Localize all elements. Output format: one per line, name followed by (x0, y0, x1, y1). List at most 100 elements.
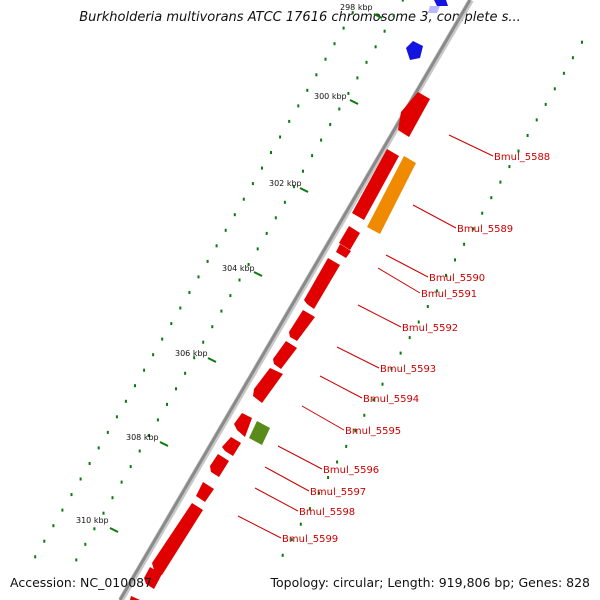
gene-arrow[interactable] (130, 596, 140, 600)
topology-stats-text: Topology: circular; Length: 919,806 bp; … (270, 575, 591, 590)
gc-dot (188, 291, 191, 294)
highlight-gene-green[interactable] (249, 421, 270, 445)
gene-arrow[interactable] (144, 567, 162, 589)
gene-arrow[interactable] (352, 149, 399, 220)
gene-arrow[interactable] (210, 454, 229, 477)
gc-dot (399, 351, 402, 355)
gene-label-bmul-5591[interactable]: Bmul_5591 (421, 289, 477, 300)
gc-dot (381, 382, 384, 386)
gc-dot (354, 429, 357, 433)
gc-dot (211, 325, 214, 329)
gene-arrow[interactable] (273, 341, 297, 369)
gc-dot (508, 165, 511, 169)
gene-arrow[interactable] (253, 368, 283, 403)
gene-label-bmul-5589[interactable]: Bmul_5589 (457, 224, 513, 235)
gc-dot (463, 242, 466, 246)
gc-dot (256, 247, 259, 251)
gene-label-bmul-5590[interactable]: Bmul_5590 (429, 273, 485, 284)
gc-dot (270, 151, 272, 154)
gc-dot (274, 216, 277, 220)
gc-dot (363, 413, 366, 417)
gc-dot (426, 305, 429, 308)
gc-dot (383, 29, 386, 33)
gc-dot (490, 196, 493, 200)
accession-text: Accession: NC_010087 (10, 575, 153, 590)
gc-dot (392, 14, 395, 18)
gene-label-bmul-5592[interactable]: Bmul_5592 (402, 323, 458, 334)
gc-dot (333, 42, 336, 46)
gc-dot (318, 491, 320, 495)
gc-dot (279, 135, 282, 139)
gene-label-bmul-5594[interactable]: Bmul_5594 (363, 394, 419, 405)
label-leaders (237, 134, 494, 539)
gene-arrow[interactable] (196, 482, 214, 502)
gc-dot (535, 118, 538, 122)
gene-arrow[interactable] (234, 413, 252, 437)
gc-dot (454, 258, 456, 262)
scale-label-302: 302 kbp (269, 179, 302, 188)
gc-dot (233, 213, 236, 217)
gene-arrow[interactable] (304, 258, 340, 309)
gc-dot (61, 508, 64, 512)
gc-dot (93, 527, 96, 531)
gene-label-bmul-5596[interactable]: Bmul_5596 (323, 465, 379, 476)
gc-dot (292, 185, 295, 189)
gc-dot (34, 555, 37, 559)
scale-label-308: 308 kbp (126, 433, 159, 442)
gc-dot (206, 259, 209, 263)
gc-dot (106, 430, 109, 434)
gc-dot (156, 418, 159, 422)
gc-dot (143, 368, 146, 372)
gene-arrow[interactable] (339, 226, 360, 250)
gene-arrow[interactable] (152, 503, 203, 575)
gc-dot (283, 200, 286, 204)
gene-arrow[interactable] (222, 437, 241, 456)
gene-labels: Bmul_5588 Bmul_5589 Bmul_5590 Bmul_5591 … (282, 152, 550, 545)
gene-label-bmul-5598[interactable]: Bmul_5598 (299, 507, 355, 518)
gc-dot (229, 294, 232, 298)
gc-dot (481, 211, 484, 215)
gc-dot (261, 166, 263, 170)
gene-label-bmul-5595[interactable]: Bmul_5595 (345, 426, 401, 437)
gc-dot (79, 477, 82, 481)
gc-dot (311, 154, 314, 158)
blue-feature[interactable] (434, 0, 448, 6)
gc-dot (265, 231, 268, 235)
gc-dot (224, 228, 227, 232)
gc-dot (401, 0, 404, 2)
gc-dot (88, 462, 91, 465)
gc-dot (215, 244, 218, 248)
blue-feature[interactable] (406, 41, 423, 60)
gc-dot (327, 476, 330, 479)
gene-track (130, 92, 430, 600)
scale-label-300: 300 kbp (314, 92, 347, 101)
gc-dot (152, 353, 155, 357)
gc-dot (435, 289, 438, 293)
highlight-gene-orange[interactable] (367, 156, 416, 234)
gc-dot (445, 273, 447, 277)
gene-label-bmul-5599[interactable]: Bmul_5599 (282, 534, 338, 545)
gc-dot (242, 197, 245, 201)
gene-arrow[interactable] (289, 310, 315, 341)
gc-dot (251, 182, 254, 186)
scale-label-298: 298 kbp (340, 3, 373, 12)
gene-label-bmul-5597[interactable]: Bmul_5597 (310, 487, 366, 498)
gc-dot (129, 465, 132, 469)
gene-label-bmul-5593[interactable]: Bmul_5593 (380, 364, 436, 375)
gc-dot (329, 123, 332, 126)
gc-dot (166, 402, 168, 406)
gc-dot (472, 227, 475, 231)
gc-dot (297, 104, 300, 108)
gc-dot (147, 434, 150, 437)
blue-feature[interactable] (428, 6, 440, 13)
gc-dot (184, 371, 187, 375)
gc-dot (315, 73, 318, 77)
gc-dot (517, 149, 520, 153)
gene-label-bmul-5588[interactable]: Bmul_5588 (494, 152, 550, 163)
gc-dot (374, 45, 377, 49)
gc-dot (372, 398, 375, 402)
gene-arrow[interactable] (398, 92, 430, 137)
gc-dot (134, 384, 136, 388)
gene-arrow[interactable] (336, 244, 351, 258)
